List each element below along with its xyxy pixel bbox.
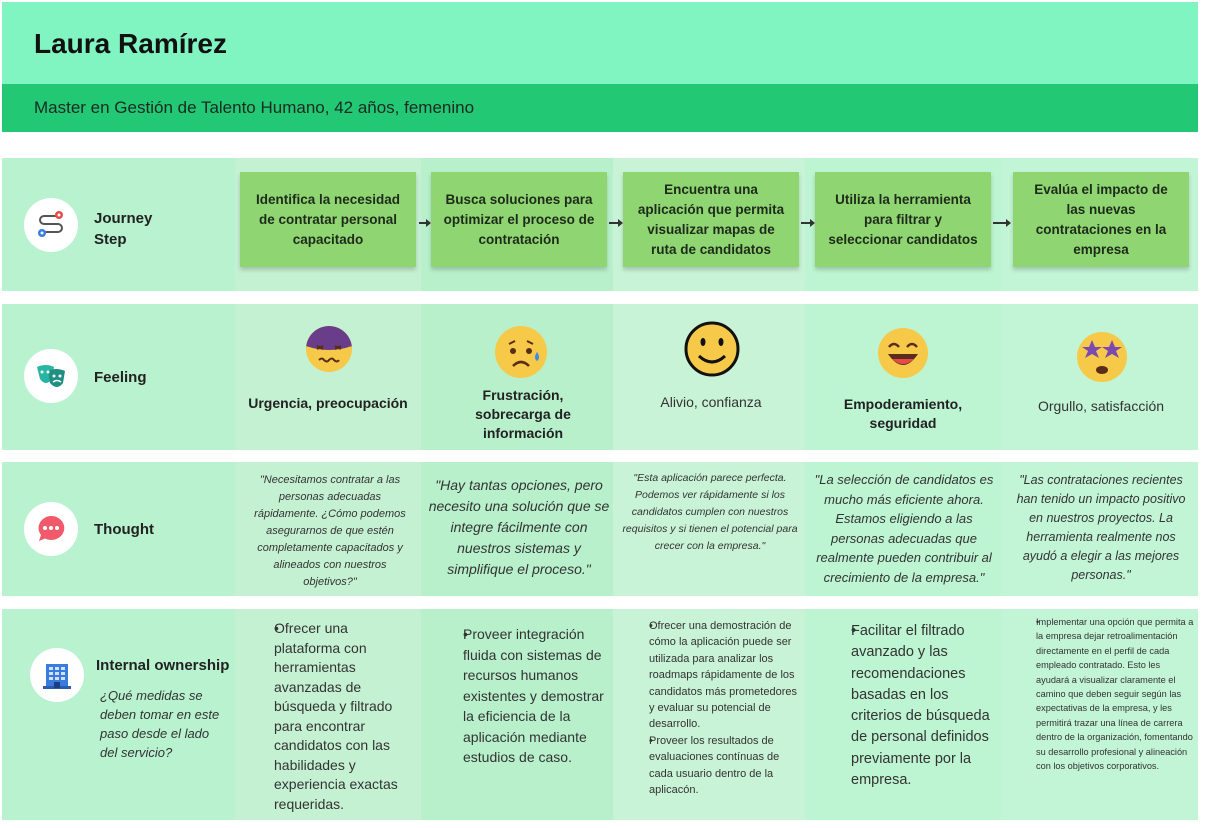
arrow-icon xyxy=(419,219,431,227)
feeling-text-3: Alivio, confianza xyxy=(660,394,762,410)
thought-text-1: "Necesitamos contratar a las personas ad… xyxy=(254,474,406,588)
persona-subheader: Master en Gestión de Talento Humano, 42 … xyxy=(2,84,1198,132)
feeling-text-5: Orgullo, satisfacción xyxy=(1037,398,1165,414)
sad-tear-face-icon xyxy=(493,324,549,385)
journey-step-4: Utiliza la herramienta para filtrar y se… xyxy=(815,172,991,267)
internal-ownership-label: Internal ownership xyxy=(96,657,230,674)
thought-text-3: "Esta aplicación parece perfecta. Podemo… xyxy=(622,472,798,552)
list-item: Facilitar el filtrado avanzado y las rec… xyxy=(834,621,992,791)
thought-text-5: "Las contrataciones recientes han tenido… xyxy=(1016,473,1186,582)
feeling-label: Feeling xyxy=(94,369,147,386)
arrow-icon xyxy=(609,219,623,227)
journey-step-5: Evalúa el impacto de las nuevas contrata… xyxy=(1013,172,1189,267)
feeling-text-4: Empoderamiento, seguridad xyxy=(843,396,963,431)
feeling-row: Feeling xyxy=(2,304,1198,450)
list-item: Proveer integración fluida con sistemas … xyxy=(447,624,605,768)
persona-name: Laura Ramírez xyxy=(34,28,227,59)
arrow-icon xyxy=(993,219,1011,227)
ownership-list-3: Ofrecer una demostración de cómo la apli… xyxy=(636,618,798,798)
ownership-list-5: Implementar una opción que permita a la … xyxy=(1025,615,1195,773)
thought-row: Thought "Necesitamos contratar a las per… xyxy=(2,462,1198,596)
list-item: Ofrecer una demostración de cómo la apli… xyxy=(636,618,798,733)
internal-ownership-question: ¿Qué medidas se deben tomar en este paso… xyxy=(100,688,220,760)
persona-header: Laura Ramírez xyxy=(2,2,1198,84)
ownership-list-2: Proveer integración fluida con sistemas … xyxy=(447,624,605,768)
arrow-icon xyxy=(801,219,815,227)
anxious-face-icon xyxy=(304,324,354,379)
smiling-face-icon xyxy=(683,320,741,383)
list-item: Ofrecer una plataforma con herramientas … xyxy=(260,619,410,814)
thought-text-4: "La selección de candidatos es mucho más… xyxy=(814,472,994,585)
list-item: Proveer los resultados de evaluaciones c… xyxy=(636,733,798,799)
speech-bubble-icon xyxy=(24,502,78,556)
feeling-text-1: Urgencia, preocupación xyxy=(248,395,408,411)
route-map-icon xyxy=(24,198,78,252)
journey-step-3: Encuentra una aplicación que permita vis… xyxy=(623,172,799,267)
star-eyes-face-icon xyxy=(1075,330,1129,389)
thought-text-2: "Hay tantas opciones, pero necesito una … xyxy=(428,477,610,577)
theater-masks-icon xyxy=(24,349,78,403)
persona-subtitle: Master en Gestión de Talento Humano, 42 … xyxy=(34,98,475,117)
grinning-face-icon xyxy=(876,326,930,385)
journey-step-row: Journey Step Identifica la necesidad de … xyxy=(2,158,1198,291)
office-building-icon xyxy=(30,648,84,702)
ownership-list-4: Facilitar el filtrado avanzado y las rec… xyxy=(834,621,992,791)
journey-step-label: Journey Step xyxy=(94,210,153,248)
list-item: Implementar una opción que permita a la … xyxy=(1025,615,1195,773)
journey-step-2: Busca soluciones para optimizar el proce… xyxy=(431,172,607,267)
feeling-text-2: Frustración, sobrecarga de información xyxy=(475,387,571,441)
journey-step-1: Identifica la necesidad de contratar per… xyxy=(240,172,416,267)
thought-label: Thought xyxy=(94,521,154,538)
ownership-list-1: Ofrecer una plataforma con herramientas … xyxy=(260,619,410,814)
internal-ownership-row: Internal ownership ¿Qué medidas se deben… xyxy=(2,609,1198,820)
